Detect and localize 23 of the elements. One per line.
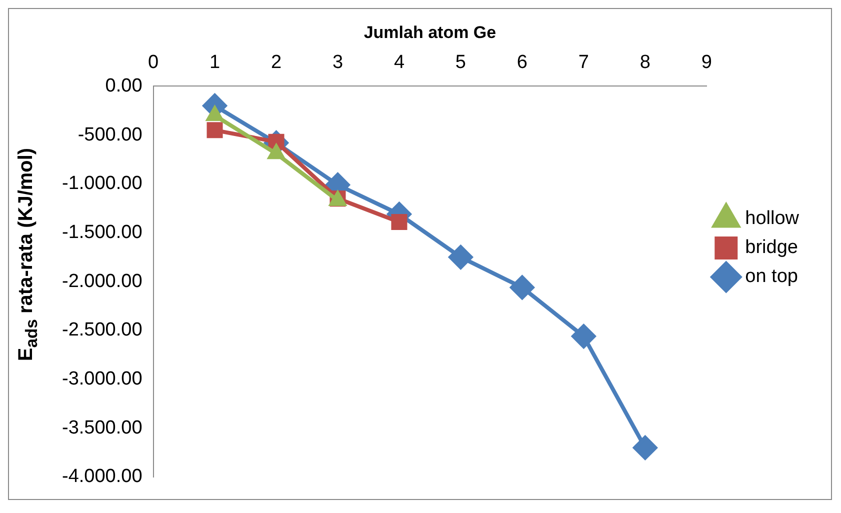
x-tick-label: 6 (516, 52, 528, 74)
x-tick-label: 8 (640, 52, 650, 74)
x-tick-label: 9 (701, 52, 712, 74)
x-tick-label: 7 (578, 52, 589, 74)
y-tick-label: -2.000.00 (62, 270, 142, 292)
y-tick-label: -3.500.00 (62, 417, 142, 438)
x-tick-label: 4 (394, 52, 405, 74)
legend-label: hollow (745, 208, 800, 230)
y-tick-label: -3.000.00 (62, 368, 142, 390)
y-tick-label: -1.000.00 (62, 173, 142, 194)
x-tick-label: 3 (332, 52, 344, 74)
y-tick-label: -1.500.00 (62, 222, 142, 243)
legend-label: bridge (745, 237, 798, 258)
x-tick-label: 0 (148, 52, 159, 74)
y-tick-label: -4.000.00 (62, 466, 142, 488)
legend-label: on top (745, 266, 798, 288)
x-tick-label: 2 (270, 52, 282, 74)
x-axis-title: Jumlah atom Ge (364, 22, 496, 42)
y-tick-label: 0.00 (105, 75, 142, 96)
x-tick-label: 5 (455, 52, 466, 74)
y-tick-label: -500.00 (78, 124, 142, 146)
y-tick-label: -2.500.00 (62, 320, 142, 341)
x-tick-label: 1 (209, 52, 220, 74)
